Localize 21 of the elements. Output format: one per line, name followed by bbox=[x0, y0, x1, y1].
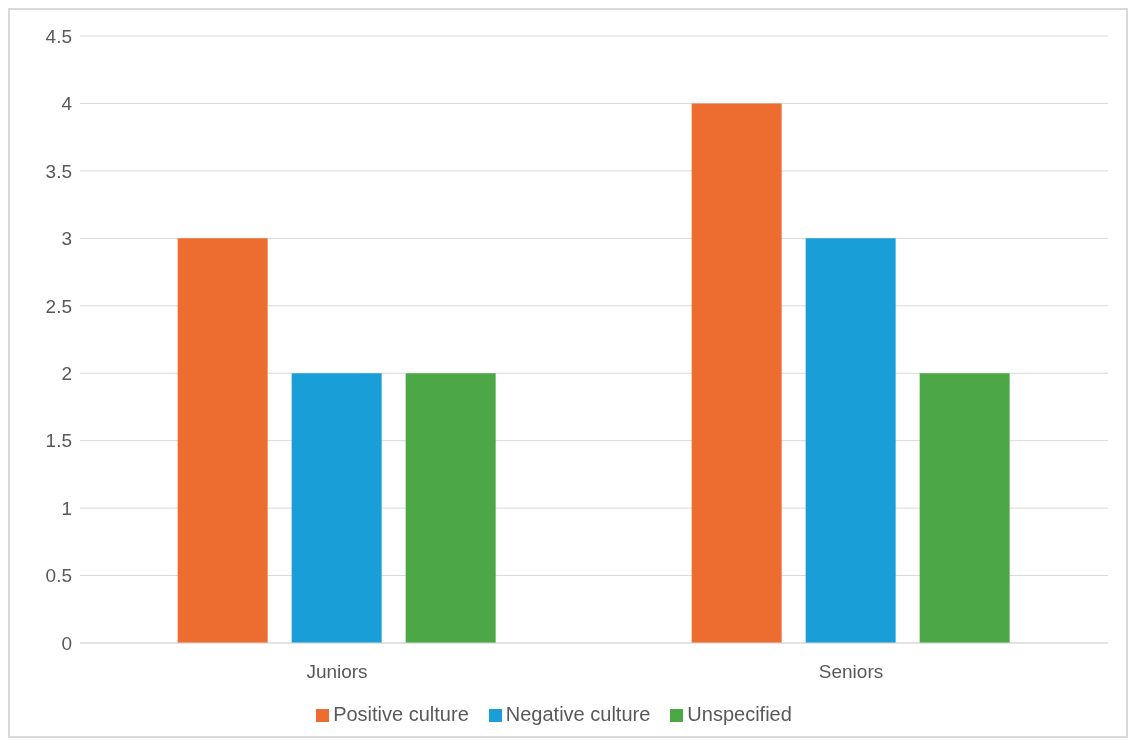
y-tick-label: 1.5 bbox=[45, 430, 72, 452]
y-tick-label: 1 bbox=[61, 497, 72, 519]
y-tick-label: 2 bbox=[61, 362, 72, 384]
bar bbox=[177, 238, 268, 643]
bar bbox=[805, 238, 896, 643]
bar bbox=[691, 103, 782, 643]
y-tick-label: 3.5 bbox=[45, 160, 72, 182]
x-tick-label: Juniors bbox=[306, 661, 368, 683]
y-tick-label: 4.5 bbox=[45, 25, 72, 47]
bar bbox=[405, 373, 496, 643]
y-tick-label: 3 bbox=[61, 228, 72, 250]
y-tick-label: 2.5 bbox=[45, 295, 72, 317]
legend-label: Positive culture bbox=[333, 703, 469, 725]
bar bbox=[291, 373, 382, 643]
x-tick-label: Seniors bbox=[818, 661, 884, 683]
y-tick-label: 0 bbox=[61, 632, 72, 654]
y-tick-label: 4 bbox=[61, 93, 73, 115]
bar bbox=[919, 373, 1010, 643]
legend-label: Negative culture bbox=[505, 703, 651, 725]
legend-label: Unspecified bbox=[687, 703, 792, 725]
y-tick-label: 0.5 bbox=[45, 565, 72, 587]
